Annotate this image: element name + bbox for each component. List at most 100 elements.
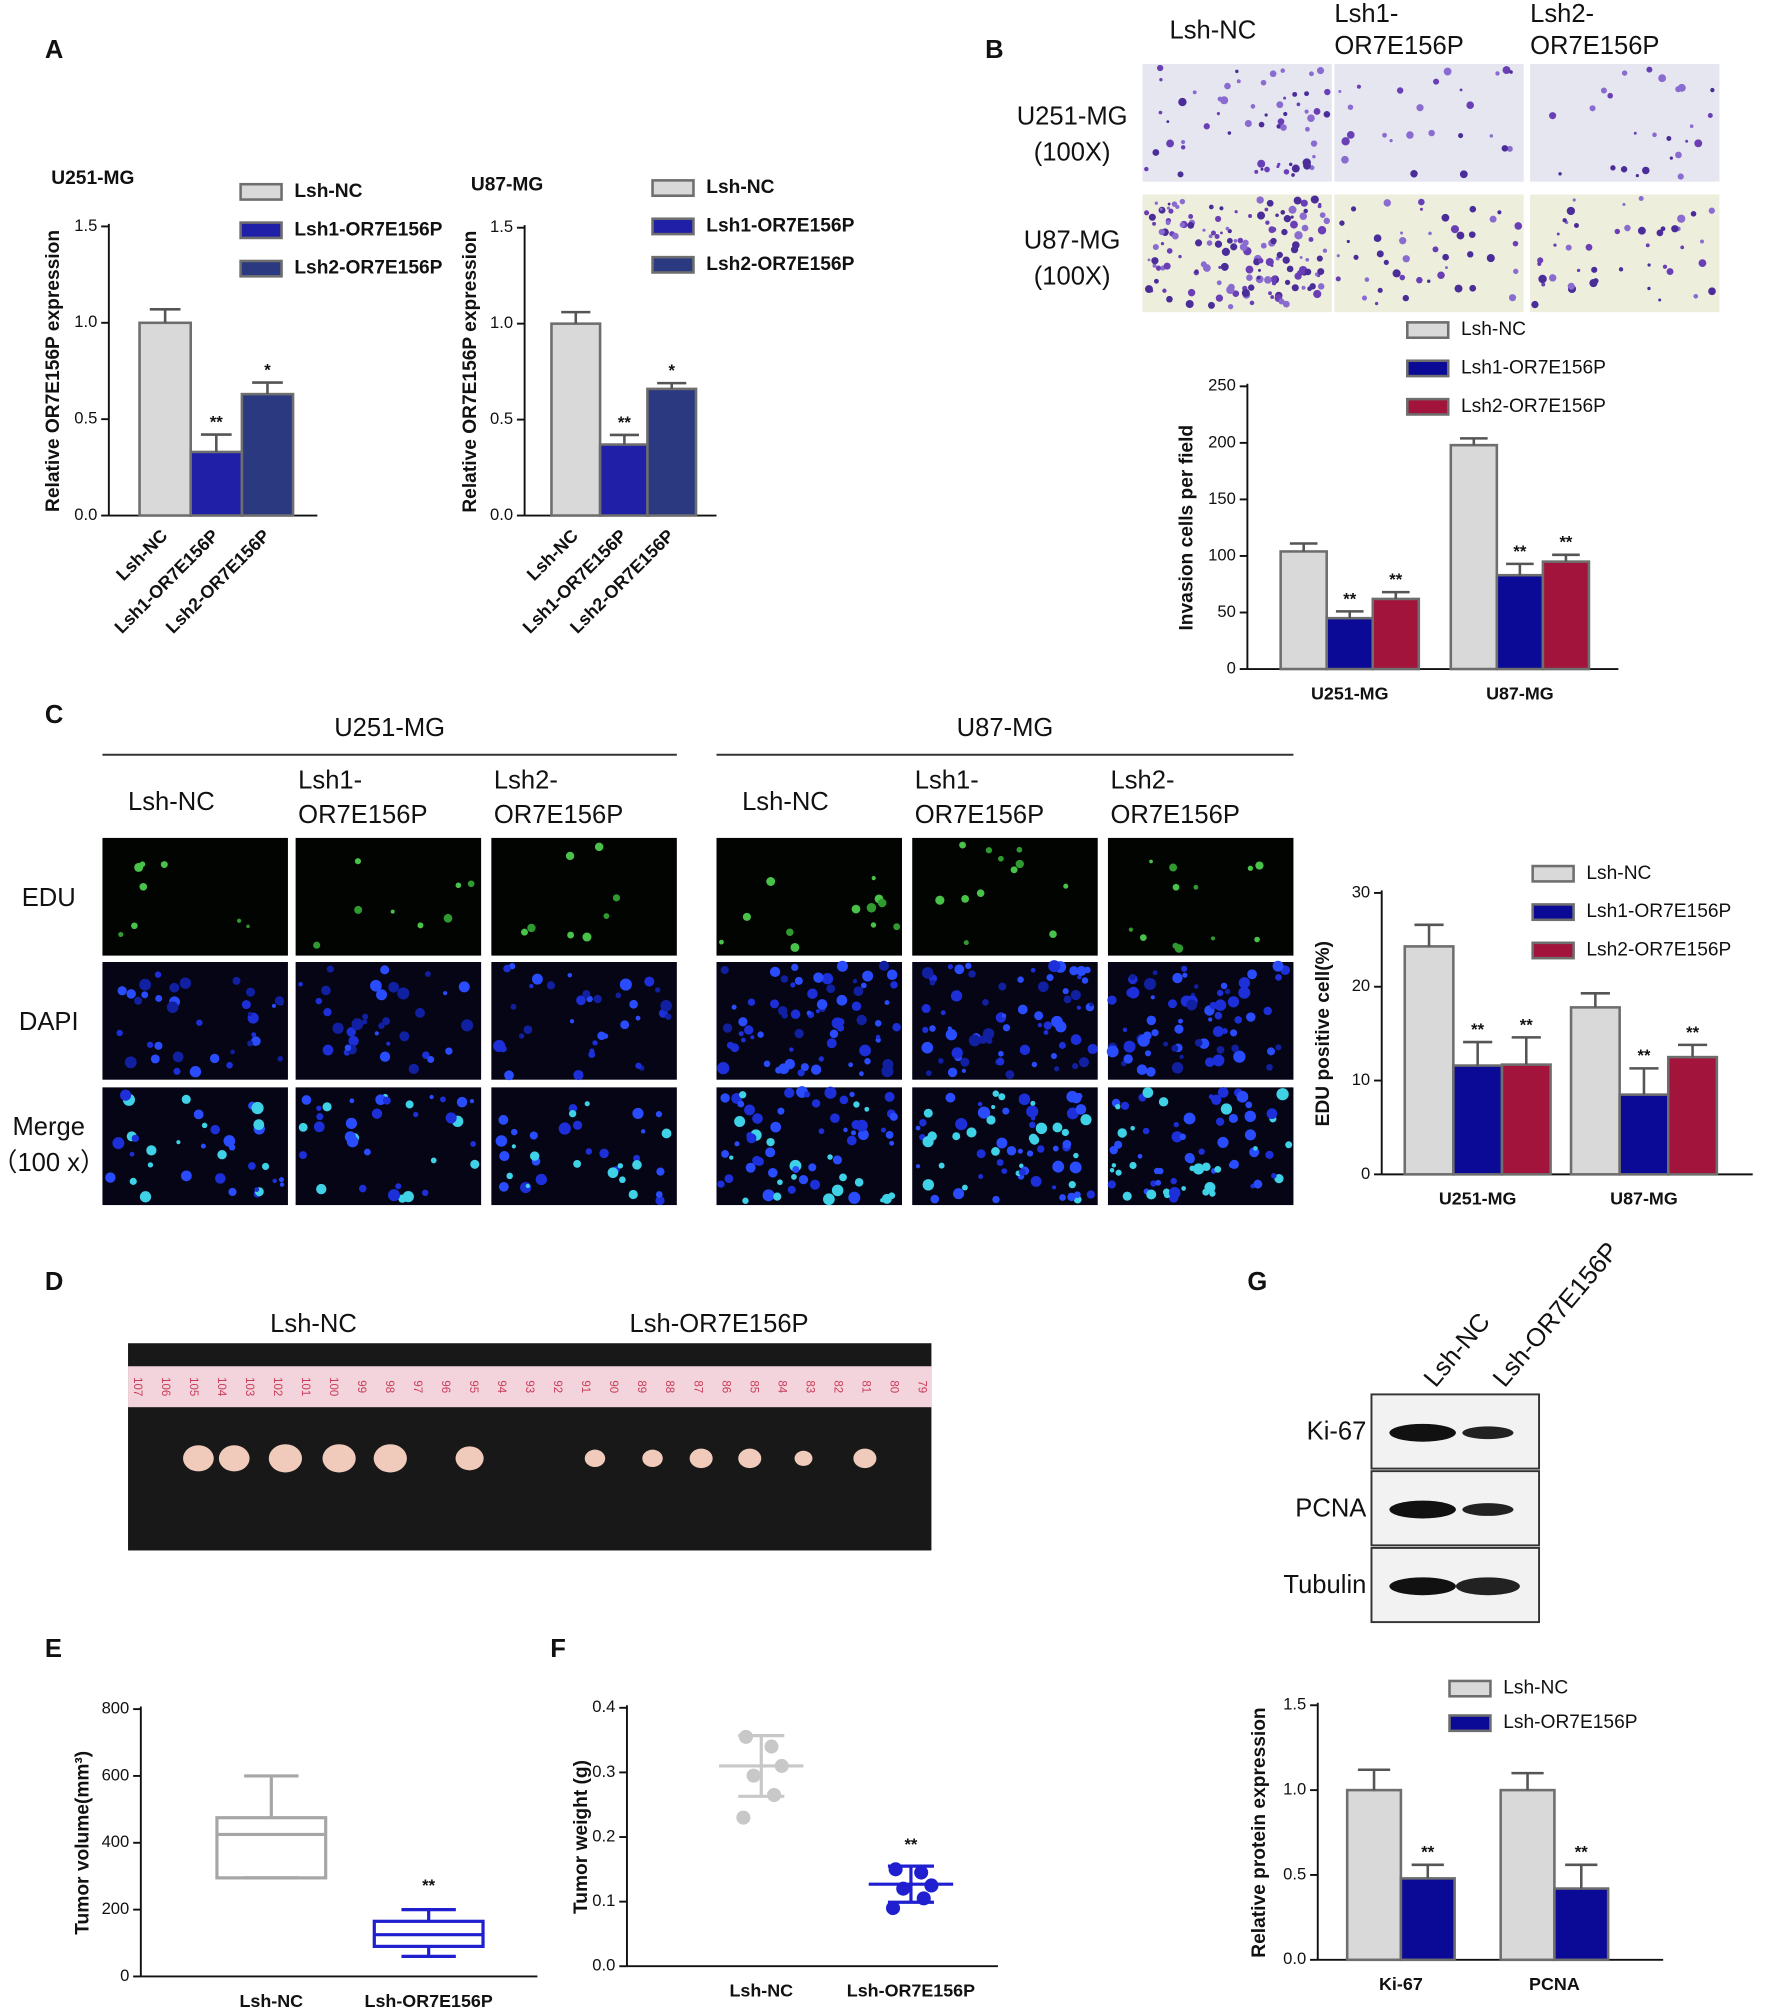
cell <box>870 922 877 928</box>
cell <box>210 1124 220 1135</box>
y-axis-label: Tumor volume(mm³) <box>72 1751 93 1935</box>
panel-letter: A <box>45 36 63 64</box>
cell <box>960 1057 970 1067</box>
cell <box>568 1110 577 1118</box>
y-axis-label: Relative OR7E156P expression <box>460 231 481 513</box>
cell <box>734 1141 740 1147</box>
chart-title: U87-MG <box>471 175 543 196</box>
cell <box>1233 239 1238 243</box>
cell <box>1402 255 1410 263</box>
cell <box>520 1182 532 1194</box>
cell <box>1078 1057 1090 1068</box>
cell <box>829 1029 839 1039</box>
significance: ** <box>1421 1843 1434 1862</box>
ruler-number: 103 <box>243 1377 255 1396</box>
cell <box>160 861 168 869</box>
cell <box>395 1183 402 1190</box>
micrograph <box>102 837 288 956</box>
cell <box>1144 285 1153 294</box>
cell <box>742 1197 749 1204</box>
x-tick-label: Lsh-NC <box>240 1991 304 2011</box>
cell <box>1271 280 1277 286</box>
cell <box>358 1184 367 1193</box>
cell <box>313 1121 325 1133</box>
cell <box>1147 258 1151 262</box>
cell <box>1274 1174 1284 1184</box>
cell <box>316 1183 327 1195</box>
cell <box>1086 1190 1096 1199</box>
ruler-number: 80 <box>887 1380 899 1393</box>
cell <box>1172 972 1183 984</box>
cell <box>1236 79 1241 84</box>
cell <box>1220 262 1229 271</box>
cell <box>1244 1129 1256 1141</box>
cell <box>1203 123 1210 130</box>
cell <box>348 1035 359 1047</box>
cell <box>1198 1148 1205 1155</box>
micrograph <box>1530 63 1720 182</box>
cell <box>592 1040 598 1046</box>
cell <box>1015 859 1024 869</box>
cell <box>1356 84 1361 89</box>
legend-swatch <box>1531 903 1575 922</box>
cell <box>986 1037 993 1045</box>
cell <box>253 1119 265 1131</box>
cell <box>991 1104 996 1110</box>
cell <box>890 981 898 989</box>
cell <box>1558 172 1562 176</box>
cell <box>773 1192 782 1201</box>
cell <box>877 898 887 908</box>
cell <box>1562 218 1567 223</box>
cell <box>1236 1090 1249 1103</box>
tumor <box>853 1448 877 1469</box>
cell <box>866 903 877 913</box>
cell <box>1230 243 1238 251</box>
cell <box>332 1022 344 1034</box>
panel-letter: E <box>45 1635 62 1663</box>
cell <box>146 1041 154 1048</box>
cell <box>919 1119 927 1127</box>
ruler-number: 104 <box>215 1377 227 1397</box>
cell <box>1144 210 1150 216</box>
legend-label: Lsh2-OR7E156P <box>1586 940 1731 961</box>
cell <box>1016 846 1023 853</box>
cell <box>1264 166 1270 173</box>
cell <box>443 913 453 923</box>
legend-swatch <box>651 179 695 198</box>
cell <box>141 991 149 999</box>
cell <box>241 1000 251 1010</box>
cell <box>1361 295 1368 301</box>
cell <box>945 1028 958 1041</box>
cell <box>1001 1168 1008 1175</box>
cell <box>781 1012 788 1019</box>
ruler-number: 79 <box>915 1380 927 1393</box>
image-label: U87-MG <box>1024 227 1121 255</box>
y-tick-label: 0.0 <box>74 505 97 524</box>
cell <box>1400 231 1404 235</box>
cell <box>985 847 993 854</box>
cell <box>1304 268 1312 276</box>
cell <box>1456 231 1465 240</box>
cell <box>860 982 867 989</box>
cell <box>247 1011 253 1017</box>
cell <box>1216 989 1224 997</box>
cell <box>615 992 622 999</box>
cell <box>921 1004 931 1014</box>
cell <box>839 1095 849 1105</box>
cell <box>520 928 528 936</box>
image-label: (100X) <box>1034 262 1111 290</box>
cell <box>1260 242 1267 249</box>
cell <box>397 987 410 1000</box>
cell <box>1136 1064 1148 1075</box>
x-tick-label: Lsh-OR7E156P <box>847 1981 975 2001</box>
cell <box>1660 226 1666 232</box>
cell <box>180 1170 192 1182</box>
cell <box>1123 1054 1133 1064</box>
cell <box>1432 246 1439 253</box>
cell <box>1193 884 1199 890</box>
cell <box>387 1189 401 1202</box>
cell <box>925 1070 932 1076</box>
cell <box>271 1003 276 1008</box>
cell <box>1572 198 1576 202</box>
cell <box>1305 257 1310 262</box>
